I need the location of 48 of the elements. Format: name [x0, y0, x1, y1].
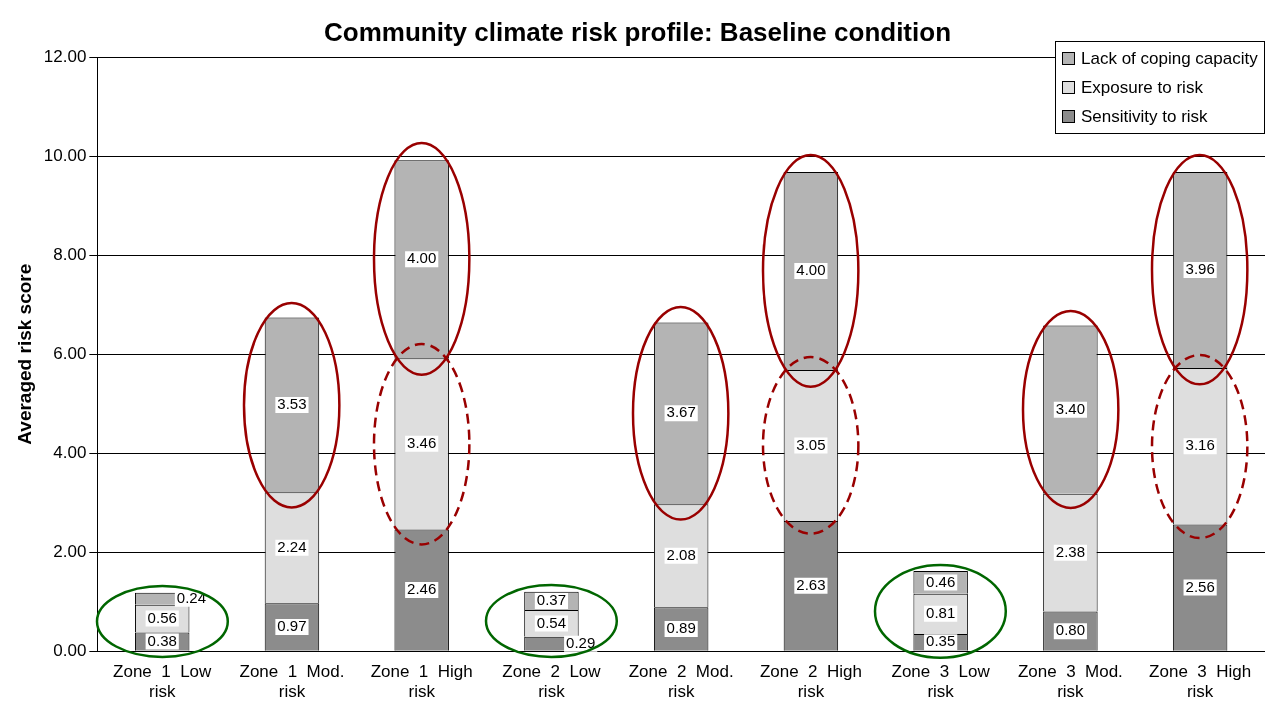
data-label: 3.46	[407, 433, 437, 451]
data-label: 2.08	[666, 545, 696, 563]
x-tick-label: Zone 2 Mod. risk	[628, 662, 734, 702]
y-tick-label: 12.00	[43, 46, 87, 66]
chart-title: Community climate risk profile: Baseline condition	[323, 16, 952, 47]
data-label: 3.16	[1185, 436, 1215, 454]
data-label: 3.67	[666, 403, 696, 421]
y-axis-title: Averaged risk score	[13, 263, 35, 445]
y-tick-label: 0.00	[53, 640, 87, 660]
data-label: 2.46	[407, 580, 437, 598]
data-label: 2.63	[796, 576, 826, 593]
legend-label: Lack of coping capacity	[1081, 48, 1258, 69]
y-tick-label: 8.00	[53, 244, 87, 264]
legend-label: Sensitivity to risk	[1081, 106, 1208, 127]
data-label: 3.53	[277, 395, 307, 413]
x-tick-label: Zone 3 Low risk	[891, 662, 991, 702]
data-label: 2.24	[277, 537, 307, 555]
y-tick-label: 2.00	[53, 541, 87, 561]
y-tick-label: 4.00	[53, 442, 87, 462]
x-tick-label: Zone 2 Low risk	[502, 662, 602, 702]
x-tick-label: Zone 3 Mod. risk	[1017, 662, 1123, 702]
data-label: 2.38	[1055, 542, 1085, 560]
data-label: 3.96	[1185, 260, 1215, 278]
data-label: 0.38	[147, 631, 177, 649]
y-tick-label: 6.00	[53, 343, 87, 363]
data-label: 4.00	[407, 249, 437, 267]
data-label: 2.56	[1185, 577, 1215, 595]
x-tick-label: Zone 1 Mod. risk	[239, 662, 345, 702]
x-tick-label: Zone 2 High risk	[759, 662, 862, 702]
x-tick-label: Zone 3 High risk	[1149, 662, 1252, 702]
data-label: 0.37	[536, 591, 567, 609]
data-label: 3.05	[796, 435, 826, 453]
data-label: 0.56	[147, 608, 177, 626]
data-label: 0.97	[277, 617, 307, 635]
data-label: 4.00	[796, 261, 826, 279]
legend-label: Exposure to risk	[1081, 77, 1203, 98]
data-label: 0.54	[536, 613, 567, 631]
data-label: 0.35	[926, 632, 956, 650]
x-tick-label: Zone 1 Low risk	[113, 662, 213, 702]
data-label: 0.46	[926, 572, 956, 590]
data-label: 0.29	[566, 633, 596, 651]
data-label: 0.24	[176, 588, 207, 606]
data-label: 0.81	[926, 603, 956, 621]
y-tick-label: 10.00	[43, 145, 87, 165]
x-tick-label: Zone 1 High risk	[370, 662, 473, 702]
data-label: 3.40	[1055, 399, 1085, 417]
data-label: 0.80	[1055, 621, 1085, 639]
data-label: 0.89	[666, 619, 696, 637]
